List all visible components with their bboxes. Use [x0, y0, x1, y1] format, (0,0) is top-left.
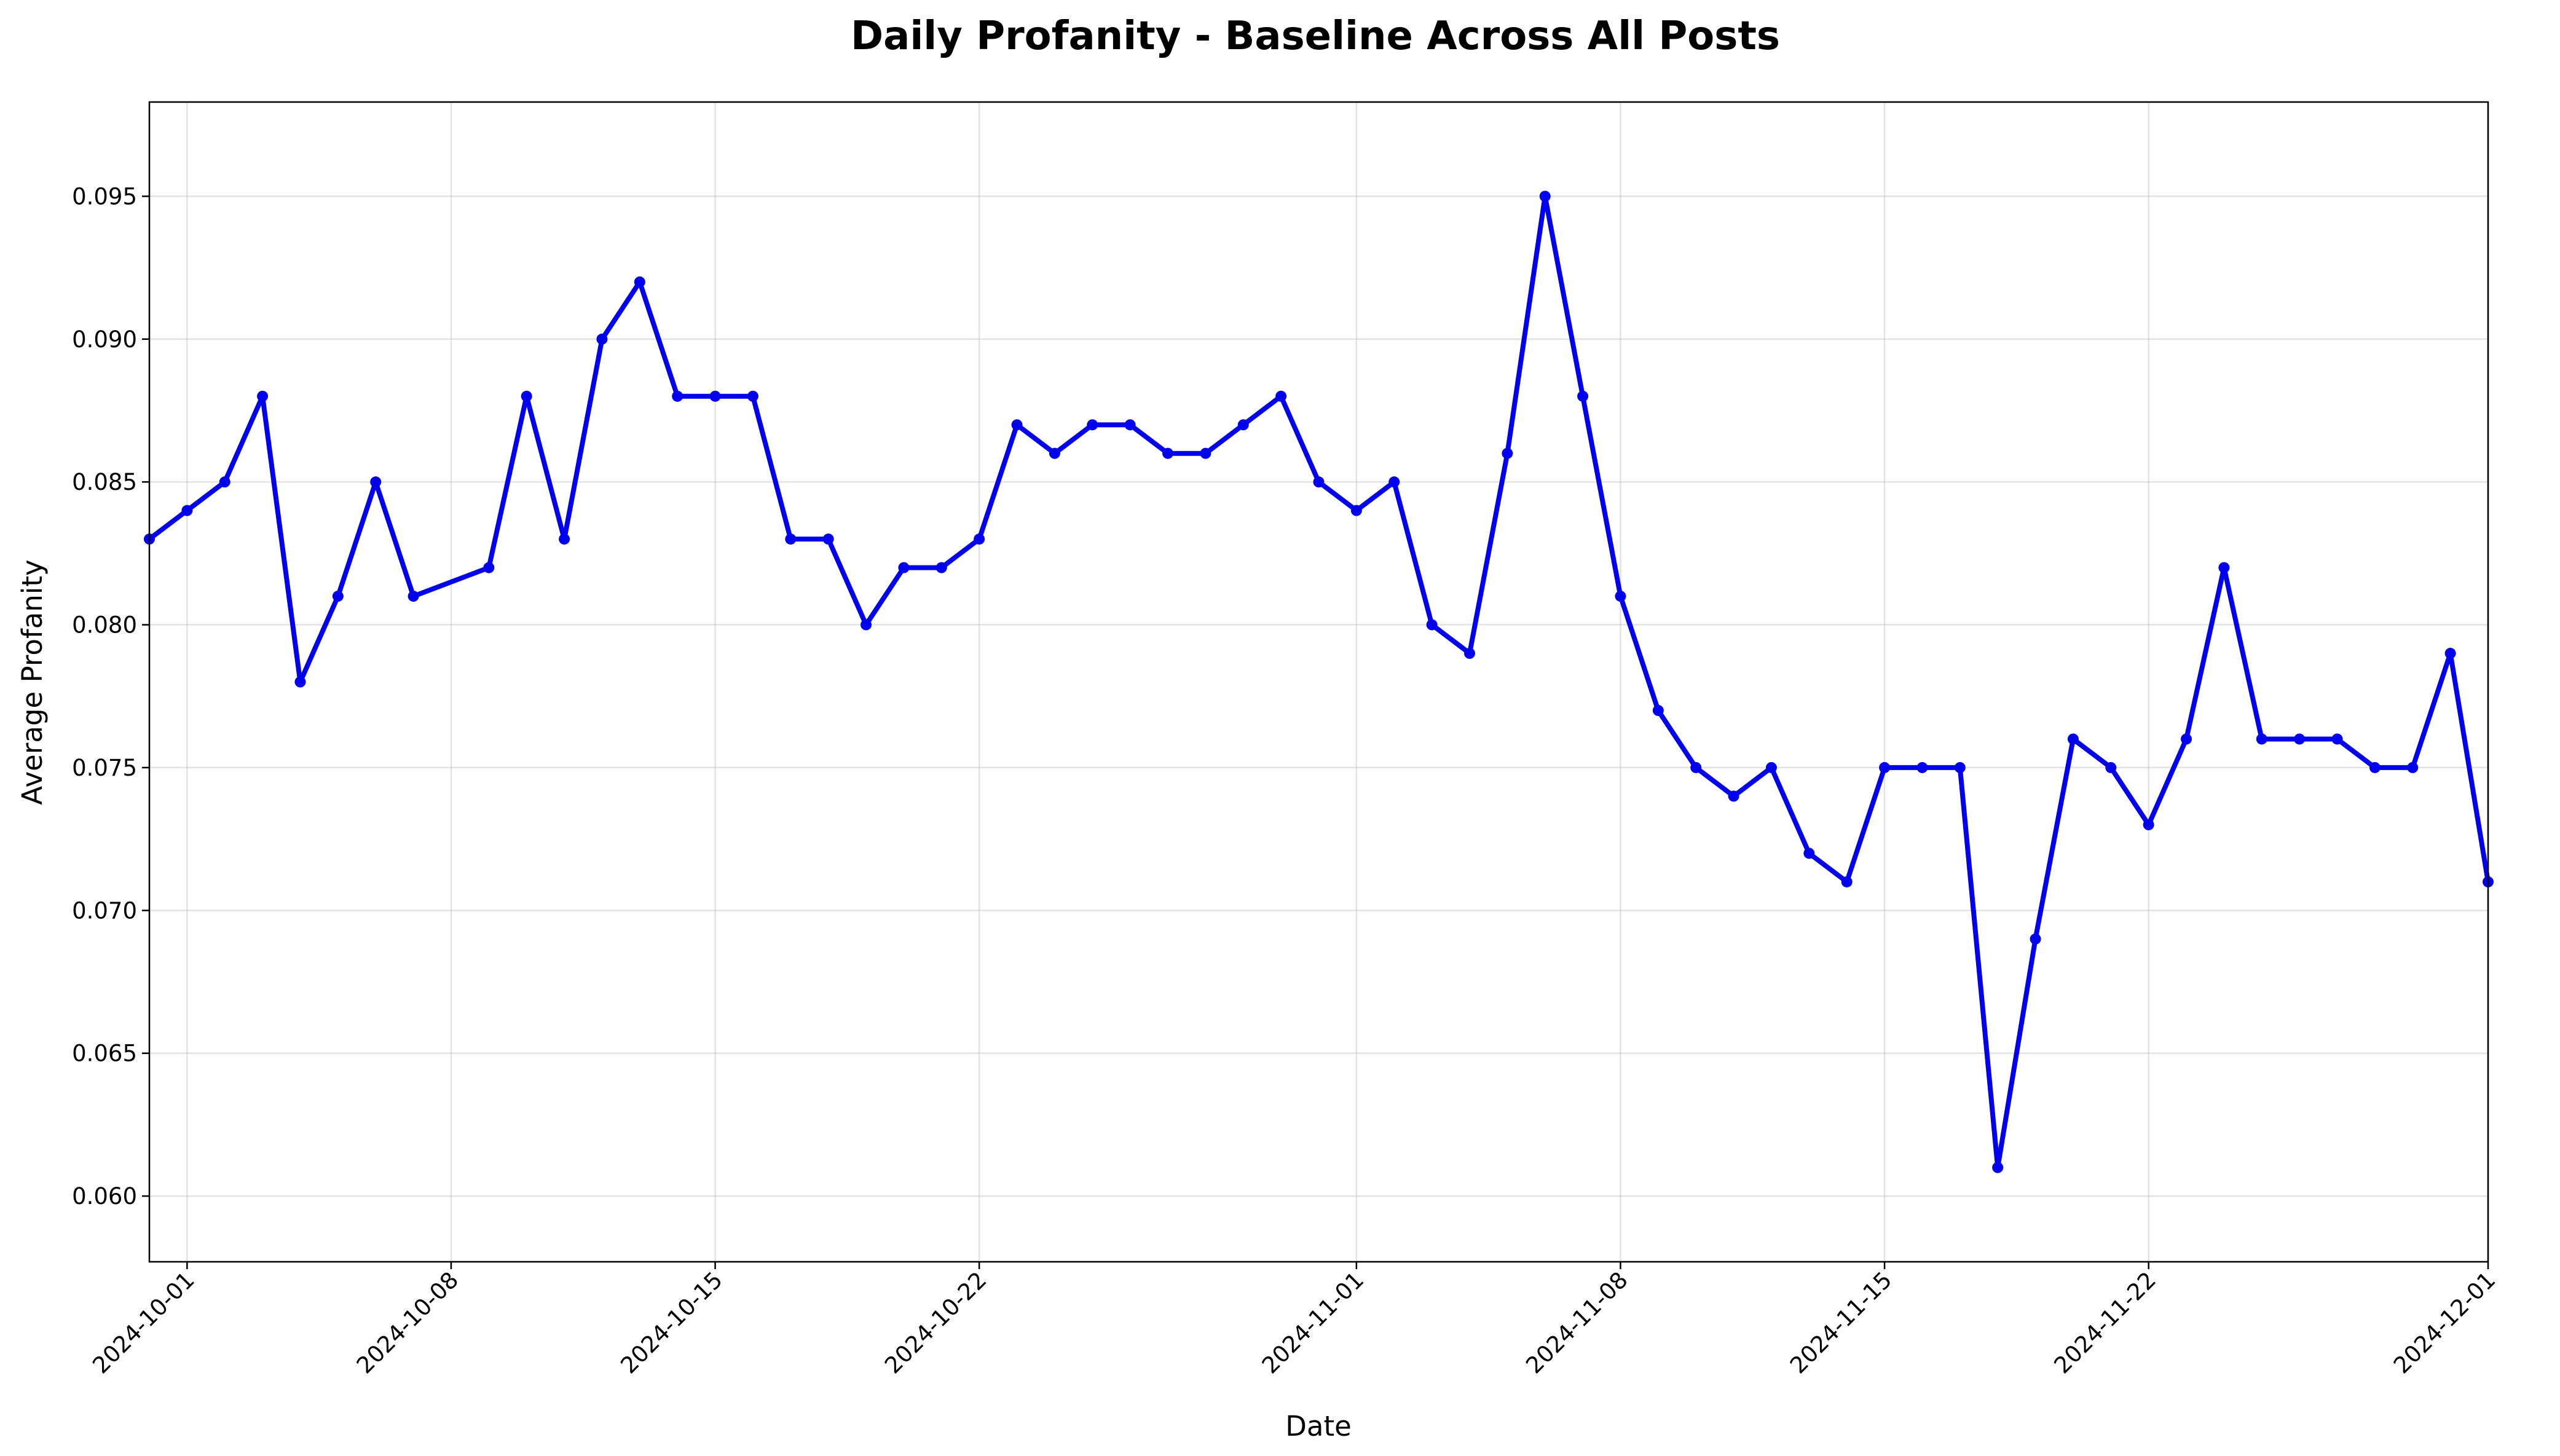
- data-point: [1841, 876, 1853, 887]
- data-point: [1049, 447, 1060, 459]
- data-point: [822, 533, 834, 545]
- x-tick-label: 2024-12-01: [2389, 1267, 2500, 1379]
- data-point: [1426, 619, 1438, 631]
- data-point: [1200, 447, 1211, 459]
- series-line: [147, 194, 2491, 1170]
- x-tick-label: 2024-10-15: [615, 1267, 727, 1379]
- y-tick-label: 0.080: [72, 612, 137, 639]
- data-point: [2407, 761, 2419, 773]
- data-point: [1087, 419, 1098, 431]
- y-tick-label: 0.085: [72, 469, 137, 495]
- data-point: [2105, 761, 2117, 773]
- data-point: [1350, 505, 1362, 516]
- data-point: [1765, 761, 1777, 773]
- y-tick-label: 0.065: [72, 1041, 137, 1067]
- data-point: [1690, 761, 1702, 773]
- data-point: [521, 390, 532, 402]
- data-point: [1388, 476, 1400, 488]
- data-point: [294, 676, 306, 688]
- axis-ticks: 0.060 0.065 0.070 0.075 0.080 0.085 0.090 0.095…: [72, 183, 2500, 1379]
- data-point: [181, 505, 193, 516]
- data-point: [2294, 733, 2306, 745]
- data-point: [1539, 191, 1551, 202]
- data-point: [1577, 390, 1589, 402]
- data-point: [974, 533, 985, 545]
- chart-title: Daily Profanity - Baseline Across All Po…: [851, 14, 1780, 59]
- data-point: [2143, 819, 2154, 830]
- data-point: [898, 562, 910, 573]
- grid-lines: [149, 102, 2489, 1262]
- data-point: [1992, 1162, 2004, 1173]
- data-point: [257, 390, 269, 402]
- data-point: [596, 333, 608, 345]
- x-tick-label: 2024-10-22: [880, 1267, 991, 1379]
- y-tick-label: 0.060: [72, 1183, 137, 1210]
- data-point: [1615, 591, 1626, 602]
- x-tick-label: 2024-11-22: [2049, 1267, 2161, 1379]
- data-point: [1162, 447, 1174, 459]
- data-point: [483, 562, 495, 573]
- data-point: [2067, 733, 2079, 745]
- plot-frame: [148, 101, 2489, 1263]
- data-point: [370, 476, 382, 488]
- data-point: [2256, 733, 2267, 745]
- data-point: [672, 390, 683, 402]
- data-series: [144, 191, 2494, 1173]
- data-point: [559, 533, 570, 545]
- x-tick-label: 2024-10-08: [352, 1267, 463, 1379]
- data-point: [1124, 419, 1136, 431]
- data-point: [747, 390, 758, 402]
- data-point: [2444, 648, 2456, 659]
- data-point: [709, 390, 721, 402]
- x-tick-label: 2024-10-01: [87, 1267, 199, 1379]
- data-point: [1011, 419, 1023, 431]
- x-tick-label: 2024-11-15: [1785, 1267, 1897, 1379]
- data-point: [332, 591, 344, 602]
- y-tick-label: 0.090: [72, 326, 137, 353]
- data-point: [1954, 761, 1966, 773]
- data-point: [219, 476, 230, 488]
- data-point: [935, 562, 947, 573]
- data-point: [2369, 761, 2381, 773]
- data-point: [2181, 733, 2192, 745]
- x-tick-label: 2024-11-08: [1521, 1267, 1632, 1379]
- y-tick-label: 0.075: [72, 755, 137, 781]
- data-point: [1463, 648, 1475, 659]
- data-point: [2218, 562, 2230, 573]
- data-point: [408, 591, 419, 602]
- y-tick-label: 0.070: [72, 897, 137, 924]
- data-point: [1313, 476, 1325, 488]
- data-point: [1916, 761, 1928, 773]
- data-point: [1803, 848, 1815, 859]
- data-point: [1275, 390, 1287, 402]
- y-axis-label: Average Profanity: [16, 559, 49, 805]
- y-tick-label: 0.095: [72, 183, 137, 210]
- x-axis-label: Date: [1285, 1410, 1352, 1442]
- data-point: [2331, 733, 2343, 745]
- data-point: [2030, 933, 2041, 945]
- data-point: [1652, 704, 1664, 716]
- data-point: [1502, 447, 1513, 459]
- data-point: [1879, 761, 1891, 773]
- data-point: [1728, 790, 1739, 802]
- data-point: [861, 619, 872, 631]
- data-point: [785, 533, 797, 545]
- x-tick-label: 2024-11-01: [1257, 1267, 1369, 1379]
- data-point: [1237, 419, 1249, 431]
- data-point: [634, 276, 645, 288]
